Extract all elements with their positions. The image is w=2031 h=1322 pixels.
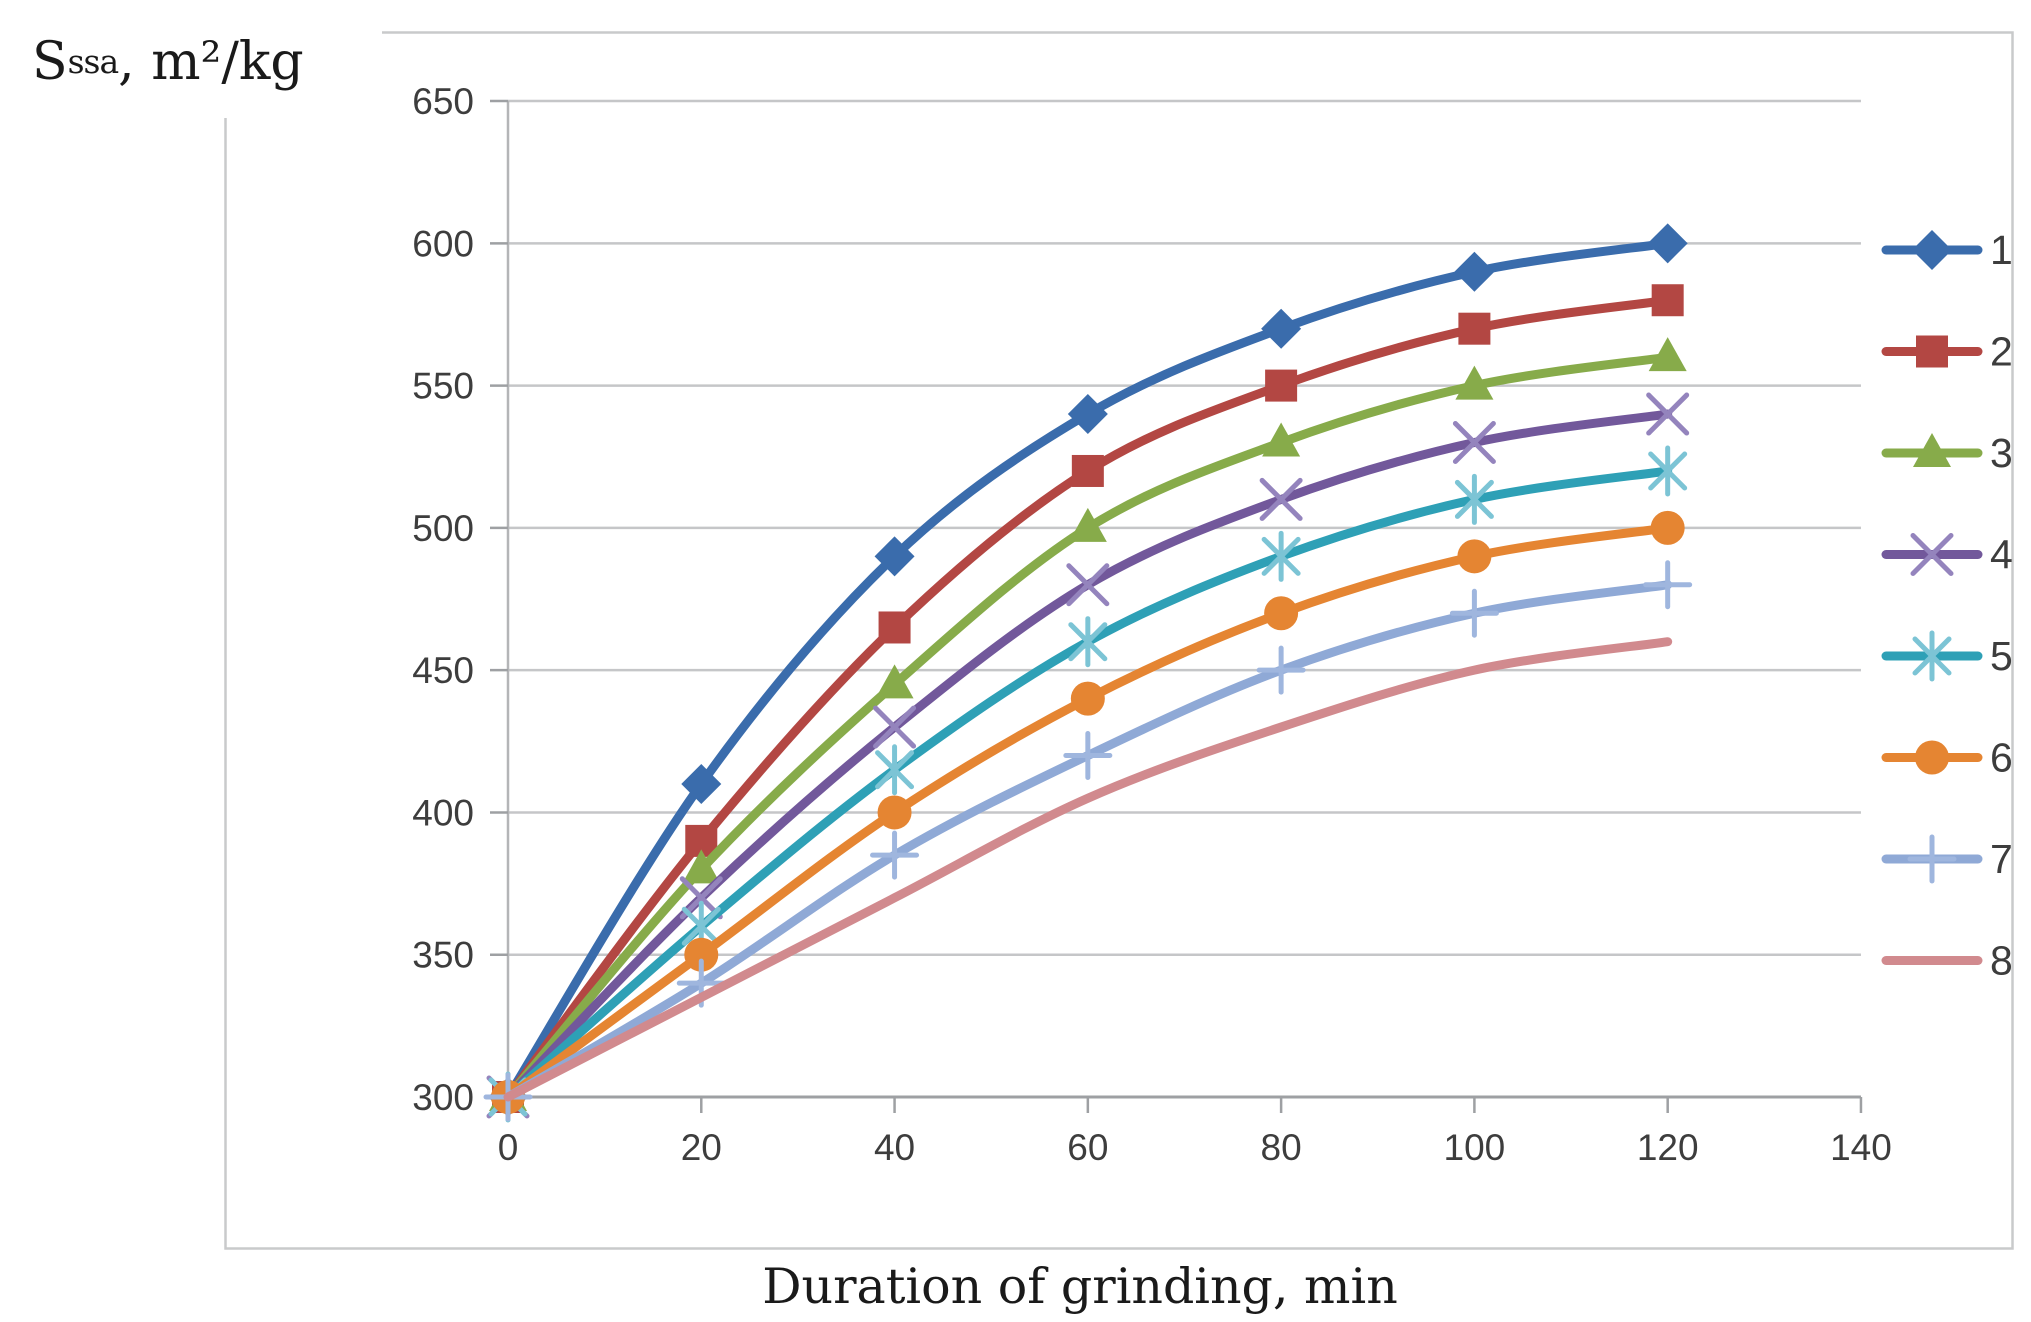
legend-item-1: 1 [1881, 227, 2013, 273]
series-7 [483, 560, 1693, 1122]
series-6-marker-40 [877, 795, 912, 830]
legend-item-3: 3 [1881, 430, 2013, 476]
legend-label-7: 7 [1990, 836, 2013, 882]
series-2-marker-100 [1458, 312, 1491, 345]
series-4 [486, 392, 1690, 1119]
legend-item-2: 2 [1881, 329, 2013, 375]
legend-label-6: 6 [1990, 735, 2013, 781]
y-tick-label-350: 350 [412, 935, 474, 976]
series-6-marker-120 [1650, 510, 1685, 545]
series-4-marker-80 [1259, 477, 1303, 521]
series-1-marker-80 [1261, 308, 1302, 349]
x-tick-label-140: 140 [1830, 1127, 1892, 1168]
legend-label-8: 8 [1990, 938, 2013, 984]
legend-item-8: 8 [1881, 938, 2013, 984]
series-2-marker-40 [878, 611, 911, 644]
series-6-marker-20 [684, 937, 719, 972]
legend-marker-3 [1913, 433, 1951, 467]
series-7-marker-60 [1063, 731, 1113, 781]
series-3-marker-120 [1648, 337, 1687, 372]
series-6-marker-80 [1264, 596, 1299, 631]
series-7-marker-40 [870, 830, 920, 880]
legend-item-4: 4 [1881, 532, 2013, 578]
legend-marker-4 [1910, 533, 1954, 576]
legend-label-1: 1 [1990, 227, 2013, 273]
chart-frame [224, 31, 2014, 1250]
series-6 [491, 510, 1685, 1114]
series-4-marker-60 [1066, 563, 1110, 607]
series-7-marker-100 [1449, 588, 1499, 638]
gridlines [508, 99, 1861, 956]
series-6-marker-100 [1457, 539, 1492, 574]
x-tick-label-0: 0 [498, 1127, 519, 1168]
y-tick-label-500: 500 [412, 508, 474, 549]
series-5 [488, 445, 1688, 1123]
series-8 [503, 637, 1673, 1102]
series-3-marker-20 [682, 849, 721, 884]
series-8-line [503, 637, 1673, 1102]
x-axis-title: Duration of grinding, min [762, 1258, 1398, 1315]
series-4-marker-100 [1452, 421, 1496, 465]
series-4-marker-120 [1646, 392, 1690, 436]
series-3-marker-40 [875, 664, 914, 699]
y-tick-label-300: 300 [412, 1077, 474, 1118]
y-tick-label-650: 650 [412, 81, 474, 122]
y-tick-label-450: 450 [412, 650, 474, 691]
x-tick-label-100: 100 [1444, 1127, 1506, 1168]
legend-label-5: 5 [1990, 633, 2013, 679]
legend-marker-7 [1907, 834, 1957, 884]
legend-marker-6 [1915, 740, 1949, 775]
series-5-marker-40 [875, 744, 915, 796]
series-5-marker-80 [1261, 530, 1301, 582]
legend-item-6: 6 [1881, 735, 2013, 781]
y-tick-label-400: 400 [412, 792, 474, 833]
series-1-marker-20 [681, 763, 722, 804]
series-3 [489, 337, 1687, 1111]
legend-marker-1 [1912, 230, 1952, 270]
series-4-marker-40 [873, 705, 917, 749]
legend-marker-2 [1916, 335, 1948, 368]
x-tick-label-40: 40 [874, 1127, 915, 1168]
y-axis-title-units: , m²/kg [118, 32, 304, 92]
series-5-marker-100 [1454, 473, 1494, 525]
series-2-marker-80 [1265, 369, 1298, 402]
legend-item-5: 5 [1881, 630, 2013, 682]
series-5-marker-60 [1068, 616, 1108, 668]
series-2-marker-120 [1651, 284, 1684, 317]
x-tick-label-80: 80 [1261, 1127, 1302, 1168]
series-2-marker-60 [1071, 454, 1104, 487]
x-tick-label-120: 120 [1637, 1127, 1699, 1168]
series-1-marker-100 [1454, 251, 1495, 292]
y-axis-title-base: S [32, 32, 68, 92]
series-1-marker-60 [1067, 394, 1108, 435]
legend-label-3: 3 [1990, 430, 2013, 476]
series-7-marker-120 [1643, 560, 1693, 610]
series-3-marker-60 [1068, 507, 1107, 542]
legend-item-7: 7 [1881, 834, 2013, 884]
series-6-marker-60 [1070, 681, 1105, 716]
series-7-marker-80 [1256, 645, 1306, 695]
series-1-marker-40 [874, 536, 915, 577]
series-3-marker-80 [1262, 422, 1301, 457]
axes: 300 350 400 450 500 550 600 650 0 20 40 60 80 100 120 1… [412, 81, 1892, 1168]
series-1-marker-120 [1647, 223, 1688, 264]
legend-label-4: 4 [1990, 532, 2013, 578]
y-tick-label-550: 550 [412, 366, 474, 407]
legend: 1 2 3 4 5 6 7 8 [1881, 227, 2013, 984]
series-1-line [503, 238, 1673, 1102]
legend-label-2: 2 [1990, 329, 2013, 375]
x-tick-label-60: 60 [1067, 1127, 1108, 1168]
series-3-marker-100 [1455, 365, 1494, 400]
y-tick-label-600: 600 [412, 223, 474, 264]
series-5-marker-120 [1648, 445, 1688, 497]
series-1 [488, 223, 1688, 1117]
legend-marker-5 [1912, 630, 1952, 682]
x-tick-label-20: 20 [681, 1127, 722, 1168]
